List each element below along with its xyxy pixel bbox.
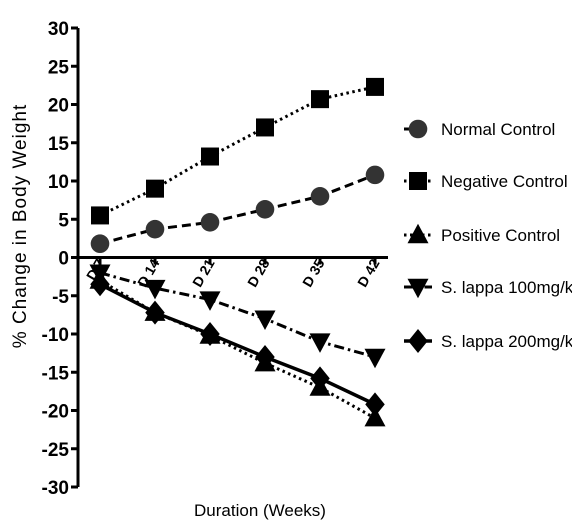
series-circle bbox=[90, 165, 385, 254]
legend-marker bbox=[407, 278, 429, 299]
series-line bbox=[99, 271, 376, 359]
series-diamond bbox=[90, 272, 385, 417]
data-point bbox=[145, 300, 165, 325]
y-tick-label: 25 bbox=[48, 57, 70, 78]
legend-marker bbox=[408, 119, 428, 139]
data-point bbox=[364, 348, 386, 369]
series-square bbox=[91, 77, 384, 225]
x-tick-label: D 35 bbox=[299, 256, 328, 290]
x-tick-label: D 28 bbox=[244, 256, 273, 290]
legend-item: S. lappa 100mg/kg bbox=[404, 278, 572, 299]
plot-series bbox=[89, 77, 386, 427]
x-tick-label: D 42 bbox=[354, 256, 383, 290]
data-point bbox=[90, 272, 110, 297]
data-point bbox=[256, 118, 274, 137]
series-line bbox=[99, 173, 376, 246]
legend-marker bbox=[407, 223, 429, 244]
data-point bbox=[254, 310, 276, 330]
legend-item: Positive Control bbox=[404, 223, 560, 245]
y-tick-label: 15 bbox=[48, 134, 70, 155]
y-tick-label: 5 bbox=[58, 210, 69, 231]
y-tick-label: -10 bbox=[42, 325, 69, 346]
legend-label: S. lappa 100mg/kg bbox=[441, 278, 572, 297]
data-point bbox=[310, 366, 330, 391]
data-point bbox=[91, 206, 109, 225]
y-tick-label: -15 bbox=[42, 363, 70, 384]
data-point bbox=[144, 279, 166, 300]
y-tick-label: 0 bbox=[58, 249, 69, 270]
series-line bbox=[99, 279, 376, 420]
data-point bbox=[90, 234, 110, 254]
y-axis: 30 25 20 15 10 5 0 -5 -10 -15 -20 -25 -30 bbox=[42, 19, 80, 499]
legend-label: Positive Control bbox=[441, 226, 560, 245]
data-point bbox=[364, 406, 386, 427]
data-point bbox=[200, 213, 220, 232]
series-triangle-down bbox=[89, 264, 386, 369]
data-point bbox=[310, 187, 330, 206]
data-point bbox=[255, 200, 275, 219]
legend-item: Normal Control bbox=[404, 119, 555, 139]
y-tick-label: 30 bbox=[48, 19, 69, 40]
data-point bbox=[365, 392, 385, 417]
legend-item: Negative Control bbox=[404, 172, 568, 191]
legend-label: Normal Control bbox=[441, 120, 555, 139]
legend-label: S. lappa 200mg/kg bbox=[441, 332, 572, 351]
series-line bbox=[99, 85, 376, 217]
y-tick-label: -20 bbox=[42, 402, 69, 423]
series-line bbox=[99, 282, 376, 406]
data-point bbox=[145, 219, 165, 239]
data-point bbox=[366, 77, 384, 96]
data-point bbox=[255, 344, 275, 369]
y-axis-title: % Change in Body Weight bbox=[10, 104, 31, 348]
data-point bbox=[200, 322, 220, 346]
y-tick-label: -5 bbox=[52, 287, 69, 308]
legend-item: S. lappa 200mg/kg bbox=[404, 329, 572, 353]
legend-marker bbox=[409, 172, 427, 190]
data-point bbox=[199, 291, 221, 311]
data-point bbox=[201, 147, 219, 166]
data-point bbox=[309, 333, 331, 353]
x-axis-title: Duration (Weeks) bbox=[194, 501, 326, 520]
legend-label: Negative Control bbox=[441, 172, 568, 191]
y-tick-label: 10 bbox=[48, 172, 69, 193]
data-point bbox=[365, 165, 385, 185]
legend-marker bbox=[408, 329, 428, 353]
legend: Normal Control Negative Control Positive C… bbox=[404, 119, 572, 353]
data-point bbox=[146, 179, 164, 198]
x-tick-label: D 21 bbox=[189, 256, 218, 290]
y-tick-label: -25 bbox=[42, 440, 70, 461]
data-point bbox=[311, 90, 329, 109]
y-tick-label: -30 bbox=[42, 478, 69, 499]
y-tick-label: 20 bbox=[48, 96, 69, 117]
